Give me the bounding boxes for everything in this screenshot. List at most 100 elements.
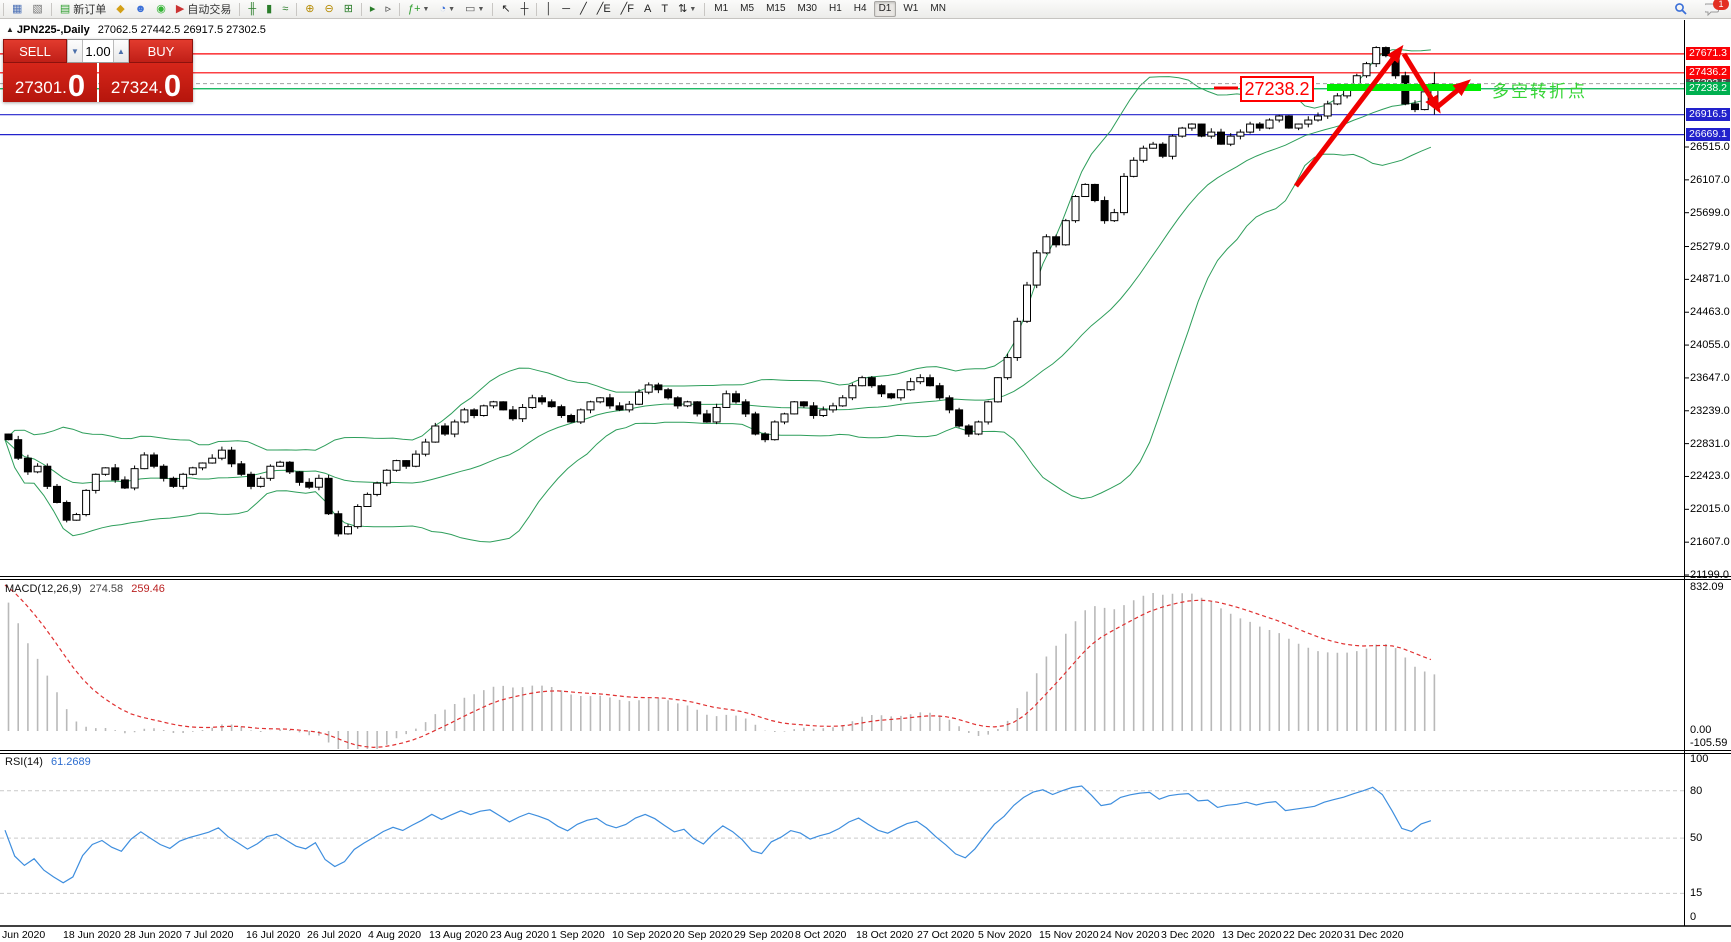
profiles-icon-glyph: ▧: [32, 2, 43, 15]
add-indicator-button[interactable]: ƒ+ ▼: [404, 1, 433, 18]
bollinger-bands: [4, 49, 1432, 543]
autotrading-button[interactable]: ▶ 自动交易: [172, 1, 235, 18]
timeframe-w1[interactable]: W1: [903, 3, 919, 14]
dropdown-caret-icon: ▼: [422, 5, 430, 13]
volume-input[interactable]: 1.00: [85, 43, 111, 59]
chart-window-icon-glyph: ▦: [12, 2, 23, 15]
zoom-out-glyph: ⊖: [324, 2, 334, 15]
periods-button[interactable]: ◔ ▼: [435, 1, 459, 18]
dropdown-caret-icon: ▼: [448, 5, 456, 13]
timeframe-m5[interactable]: M5: [740, 3, 755, 14]
volume-up-button[interactable]: ▲: [113, 40, 129, 62]
crosshair-glyph: ┼: [520, 2, 529, 15]
pane-borders: [0, 20, 1731, 927]
mql-community-icon[interactable]: ◉: [152, 1, 170, 18]
one-click-toggle-icon[interactable]: ▲: [6, 25, 14, 34]
ohlc-values: 27062.5 27442.5 26917.5 27302.5: [97, 24, 266, 36]
periods-glyph: ◔: [439, 2, 447, 15]
trendline-glyph: ╱: [580, 2, 587, 15]
trend-arrow-annotation: [1294, 44, 1471, 188]
notification-badge: 1: [1713, 0, 1729, 10]
mql-community-icon-glyph: ◉: [156, 2, 166, 15]
accounts-icon[interactable]: ☻: [131, 1, 151, 18]
highlight-level-bar: [1327, 84, 1481, 91]
text-button[interactable]: A: [640, 1, 655, 18]
timeframe-mn[interactable]: MN: [930, 3, 946, 14]
vertical-line-button[interactable]: │: [541, 1, 556, 18]
label-button[interactable]: T: [657, 1, 672, 18]
zoom-out-button[interactable]: ⊖: [320, 1, 337, 18]
toolbar: ▦ ▧ ▤ 新订单 ◆ ☻ ◉ ▶ 自动交易 ╫ ▮ ≈ ⊕ ⊖ ⊞ ▸ ▹ ƒ+ ▼ ◔ ▼ ▭ ▼ ↖ ┼ │ ─ ╱ ╱E ╱F A T…: [0, 0, 1731, 19]
timeframe-h4[interactable]: H4: [853, 3, 867, 14]
timeframe-m1[interactable]: M1: [714, 3, 729, 14]
macd-pane: [4, 584, 1436, 749]
rsi-pane: [0, 785, 1684, 894]
text-glyph: A: [644, 2, 652, 15]
template-glyph: ▭: [465, 2, 476, 15]
trendline-button[interactable]: ╱: [576, 1, 591, 18]
chart-shift-glyph: ▹: [385, 2, 391, 15]
autotrading-glyph: ▶: [175, 2, 185, 15]
toolbar-separator: [398, 2, 400, 16]
chart-window-icon[interactable]: ▦: [8, 1, 26, 18]
search-icon: [1675, 3, 1687, 15]
template-button[interactable]: ▭ ▼: [461, 1, 488, 18]
vertical-line-glyph: │: [545, 2, 553, 15]
rsi-line: [4, 785, 1432, 884]
horizontal-line-glyph: ─: [562, 2, 571, 15]
tile-windows-button[interactable]: ⊞: [340, 1, 357, 18]
chart-shift-button[interactable]: ▹: [381, 1, 395, 18]
new-order-button[interactable]: ▤ 新订单: [56, 1, 110, 18]
toolbar-separator: [704, 2, 706, 16]
channel-button[interactable]: ╱E: [593, 1, 615, 18]
cursor-button[interactable]: ↖: [497, 1, 514, 18]
bar-chart-button[interactable]: ╫: [244, 1, 260, 18]
candlestick-chart-button[interactable]: ▮: [262, 1, 276, 18]
candles-layer: [4, 46, 1439, 537]
timeframe-m15[interactable]: M15: [766, 3, 786, 14]
fibonacci-glyph: ╱F: [620, 2, 635, 15]
crosshair-button[interactable]: ┼: [517, 1, 533, 18]
toolbar-separator: [239, 2, 241, 16]
toolbar-separator: [50, 2, 52, 16]
fibonacci-button[interactable]: ╱F: [617, 1, 638, 18]
sell-button[interactable]: SELL: [3, 39, 67, 63]
symbol-name: JPN225-,Daily: [16, 24, 90, 36]
autotrading-button-label: 自动交易: [187, 4, 232, 16]
zoom-in-button[interactable]: ⊕: [301, 1, 318, 18]
strategy-tester-glyph: ▸: [369, 2, 376, 15]
timeframe-m30[interactable]: M30: [797, 3, 817, 14]
search-button[interactable]: [1670, 1, 1692, 18]
new-order-glyph: ▤: [59, 2, 71, 15]
candlestick-chart-glyph: ▮: [266, 2, 273, 15]
line-chart-button[interactable]: ≈: [278, 1, 292, 18]
horizontal-line-button[interactable]: ─: [558, 1, 574, 18]
dropdown-caret-icon: ▼: [689, 5, 697, 13]
macd-histogram: [7, 593, 1436, 749]
timeframe-d1[interactable]: D1: [873, 1, 897, 17]
tile-windows-glyph: ⊞: [343, 2, 353, 15]
volume-down-button[interactable]: ▼: [67, 40, 83, 62]
market-watch-icon-glyph: ◆: [116, 2, 125, 15]
macd-signal-line: [4, 584, 1432, 749]
chart-window[interactable]: ▲ JPN225-,Daily 27062.5 27442.5 26917.5 27…: [0, 19, 1731, 942]
buy-button[interactable]: BUY: [129, 39, 193, 63]
chat-button[interactable]: 1: [1701, 0, 1729, 18]
horizontal-lines-layer: [0, 53, 1684, 136]
profiles-icon[interactable]: ▧: [28, 1, 46, 18]
channel-glyph: ╱E: [596, 2, 611, 15]
toolbar-separator: [536, 2, 538, 16]
toolbar-separator: [296, 2, 298, 16]
buy-price[interactable]: 27324. 0: [99, 63, 193, 102]
arrows-button[interactable]: ⇅ ▼: [674, 1, 700, 18]
label-glyph: T: [661, 2, 669, 15]
sell-price[interactable]: 27301. 0: [3, 63, 97, 102]
strategy-tester-button[interactable]: ▸: [366, 1, 380, 18]
line-chart-glyph: ≈: [282, 2, 289, 15]
market-watch-icon[interactable]: ◆: [112, 1, 128, 18]
timeframe-h1[interactable]: H1: [828, 3, 842, 14]
accounts-icon-glyph: ☻: [134, 2, 147, 15]
one-click-trade-panel: SELL ▼ 1.00 ▲ BUY 27301. 0 27324. 0: [3, 39, 193, 102]
toolbar-separator: [3, 2, 4, 16]
